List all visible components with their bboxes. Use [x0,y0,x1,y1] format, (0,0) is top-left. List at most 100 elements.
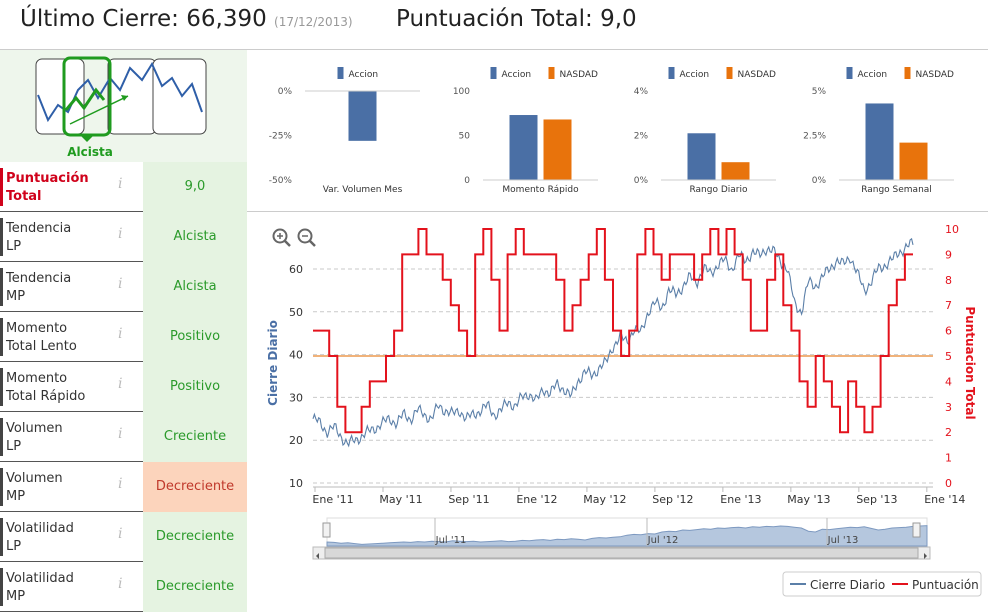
right-axis-title: Puntuacion Total [963,306,977,419]
y-tick-label: 2% [634,132,649,142]
mini-chart: Accion 0% -25% -50% Var. Volumen Mes [269,67,420,195]
y-tick-label: 0% [634,176,649,186]
bar-nasdad [899,142,928,180]
row-value: Creciente [143,412,247,462]
legend-label: NASDAD [738,70,777,80]
zoom-in-icon[interactable] [272,228,291,247]
total-score-label: Puntuación Total: [396,6,593,32]
row-label-line2: LP [6,439,22,454]
row-label-line1: Momento [6,321,68,336]
row-label: Volatilidad LP [6,520,116,556]
row-label-line1: Momento [6,371,68,386]
info-icon[interactable]: i [118,526,123,542]
trend-thumbnails [35,56,207,142]
row-label-line2: LP [6,539,22,554]
right-tick-label: 8 [945,274,952,287]
navigator[interactable]: Jul '11 Jul '12 Jul '13 [322,517,928,547]
trend-label: Alcista [67,145,113,159]
close-series-line [312,237,914,448]
x-tick-label: Ene '11 [312,493,353,506]
score-row: Volatilidad LP i Decreciente [0,512,247,562]
info-icon[interactable]: i [118,476,123,492]
legend-label: NASDAD [560,70,599,80]
score-row: Tendencia MP i Alcista [0,262,247,312]
left-axis-title: Cierre Diario [266,320,280,406]
bar-accion [865,103,894,180]
row-marker [0,418,3,456]
right-tick-label: 3 [945,401,952,414]
row-label: Tendencia LP [6,220,116,256]
row-marker [0,318,3,356]
x-axis-label: Rango Semanal [861,185,932,195]
row-marker [0,368,3,406]
y-tick-label: 0 [464,176,470,186]
row-value: Positivo [143,312,247,362]
row-marker [0,268,3,306]
row-label-line1: Puntuación [6,171,89,186]
y-tick-label: 0% [812,176,827,186]
row-value: 9,0 [143,162,247,212]
right-tick-label: 7 [945,299,952,312]
y-tick-label: 2.5% [803,132,826,142]
bar-accion [348,91,377,141]
row-label-line1: Tendencia [6,271,72,286]
row-label-line1: Tendencia [6,221,72,236]
navigator-handle-left[interactable] [322,522,331,538]
last-close-date: (17/12/2013) [274,15,353,29]
row-value: Decreciente [143,512,247,562]
info-icon[interactable]: i [118,226,123,242]
navigator-label: Jul '11 [435,535,467,546]
scrollbar[interactable] [312,546,931,560]
navigator-label: Jul '13 [827,535,859,546]
x-tick-label: Ene '12 [516,493,557,506]
main-chart-legend: Cierre Diario Puntuación [782,571,982,597]
info-icon[interactable]: i [118,426,123,442]
info-icon[interactable]: i [118,376,123,392]
row-label: Tendencia MP [6,270,116,306]
legend-score-label: Puntuación [912,578,979,592]
left-tick-label: 60 [289,263,303,276]
score-row: Volumen LP i Creciente [0,412,247,462]
row-label: Volatilidad MP [6,570,116,606]
legend-swatch [668,67,675,79]
score-row: Momento Total Rápido i Positivo [0,362,247,412]
legend-swatch [726,67,733,79]
info-icon[interactable]: i [118,276,123,292]
score-row: Volumen MP i Decreciente [0,462,247,512]
left-tick-label: 40 [289,349,303,362]
right-tick-label: 10 [945,223,959,236]
mini-chart: Accion NASDAD 100 50 0 Momento Rápido [453,67,598,195]
y-tick-label: -25% [269,132,293,142]
legend-swatch [904,67,911,79]
navigator-handle-right[interactable] [912,522,921,538]
x-tick-label: Ene '13 [720,493,761,506]
y-tick-label: -50% [269,176,293,186]
info-icon[interactable]: i [118,326,123,342]
score-row: Puntuación Total i 9,0 [0,162,247,212]
y-tick-label: 5% [812,87,827,97]
last-close-label: Último Cierre: [20,6,179,32]
bar-nasdad [721,162,750,180]
row-label-line1: Volatilidad [6,571,74,586]
left-tick-label: 10 [289,477,303,490]
right-tick-label: 2 [945,426,952,439]
main-chart: 60 50 40 30 20 10 10 9 8 7 6 5 4 3 2 1 0 Cierre Diario Pun… [255,215,985,605]
info-icon[interactable]: i [118,176,123,192]
bar-nasdad [543,119,572,180]
trend-widget: Alcista [0,50,247,162]
legend-close-label: Cierre Diario [810,578,885,592]
legend-label: Accion [349,70,379,80]
x-tick-label: Ene '14 [924,493,965,506]
legend-label: Accion [502,70,532,80]
x-tick-label: May '11 [379,493,422,506]
section-divider [247,211,988,212]
info-icon[interactable]: i [118,576,123,592]
right-tick-label: 4 [945,375,952,388]
trend-up-icon [64,87,106,111]
zoom-out-icon[interactable] [297,228,316,247]
legend-label: Accion [680,70,710,80]
score-row: Tendencia LP i Alcista [0,212,247,262]
row-value: Decreciente [143,562,247,612]
row-value: Alcista [143,212,247,262]
score-row: Volatilidad MP i Decreciente [0,562,247,612]
